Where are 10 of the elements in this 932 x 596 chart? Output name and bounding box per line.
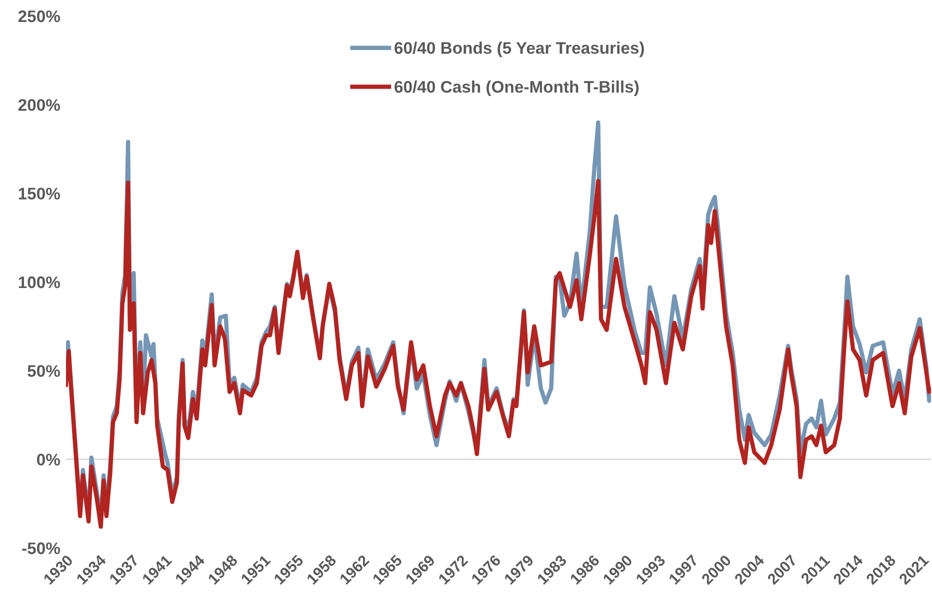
legend-label: 60/40 Bonds (5 Year Treasuries): [394, 42, 644, 58]
y-tick-label: 100%: [18, 276, 60, 288]
y-tick-label: 50%: [28, 365, 60, 377]
line-series: [66, 178, 932, 529]
y-tick-label: 250%: [18, 10, 60, 22]
y-tick-label: 0%: [37, 454, 60, 466]
y-tick-label: 200%: [18, 99, 60, 111]
y-tick-label: 150%: [18, 188, 60, 200]
legend-label: 60/40 Cash (One-Month T-Bills): [394, 80, 639, 96]
y-tick-label: -50%: [22, 542, 60, 554]
